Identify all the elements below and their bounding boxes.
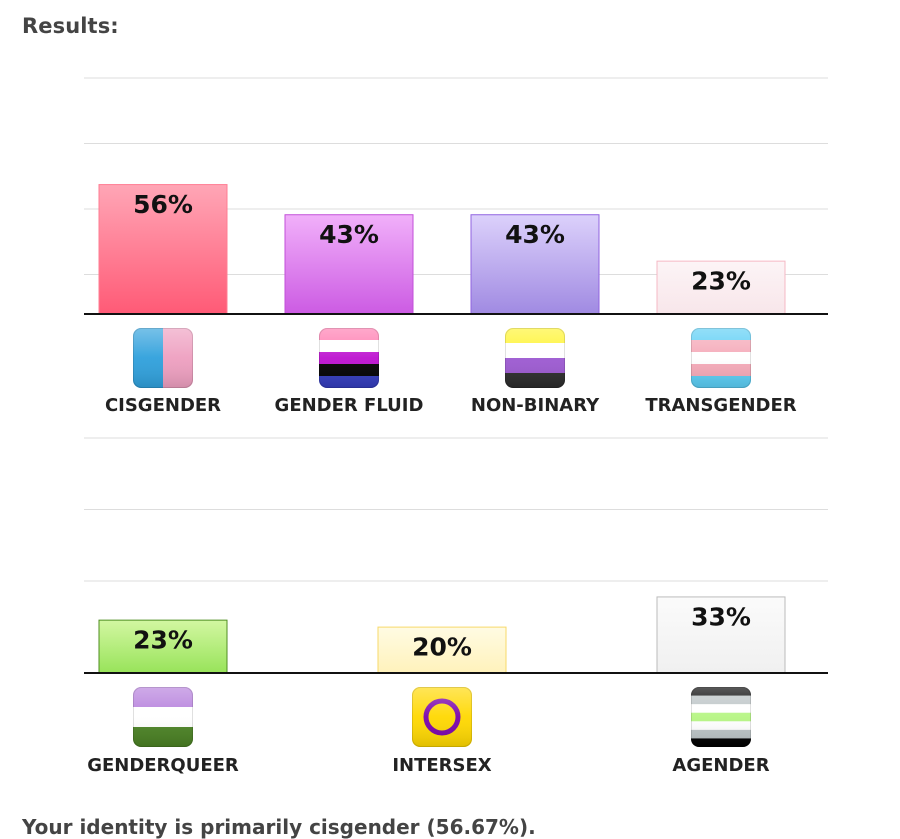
intersex-flag-icon (412, 687, 472, 747)
chart-panel-2: 23% GENDERQUEER 20% INTERSEX 33% AGENDER (84, 437, 828, 776)
bar-transgender (656, 260, 786, 315)
category-label: GENDERQUEER (87, 755, 239, 776)
bar-genderqueer (98, 619, 228, 674)
bar-value-label: 20% (412, 633, 472, 662)
category-label: TRANSGENDER (645, 395, 796, 416)
bar-non-binary (470, 214, 600, 315)
genderfluid-flag-icon-frame (319, 328, 379, 388)
category-label: GENDER FLUID (275, 395, 424, 416)
genderqueer-flag-icon (133, 687, 193, 747)
agender-flag-icon-frame (691, 687, 751, 747)
agender-flag-icon (691, 687, 751, 747)
nonbinary-flag-icon (505, 328, 565, 388)
transgender-flag-icon-frame (691, 328, 751, 388)
category-label: CISGENDER (105, 395, 221, 416)
cisgender-flag-icon (133, 328, 193, 388)
transgender-flag-icon (691, 328, 751, 388)
bar-value-label: 43% (505, 220, 565, 249)
bar-value-label: 33% (691, 602, 751, 631)
bar-value-label: 23% (133, 626, 193, 655)
results-heading: Results: (22, 14, 119, 38)
genderqueer-flag-icon-frame (133, 687, 193, 747)
genderfluid-flag-icon (319, 328, 379, 388)
bar-value-label: 23% (691, 267, 751, 296)
chart-panel-1: 56% CISGENDER 43% GENDER FLUID 43% NON-BINARY… (84, 77, 828, 416)
category-label: INTERSEX (392, 755, 491, 776)
cisgender-flag-icon-frame (133, 328, 193, 388)
bar-value-label: 43% (319, 220, 379, 249)
result-summary: Your identity is primarily cisgender (56… (22, 815, 536, 839)
intersex-flag-icon-frame (412, 687, 472, 747)
category-label: AGENDER (672, 755, 769, 776)
bar-agender (656, 596, 786, 674)
bar-gender-fluid (284, 214, 414, 315)
nonbinary-flag-icon-frame (505, 328, 565, 388)
category-label: NON-BINARY (471, 395, 600, 416)
bar-value-label: 56% (133, 190, 193, 219)
